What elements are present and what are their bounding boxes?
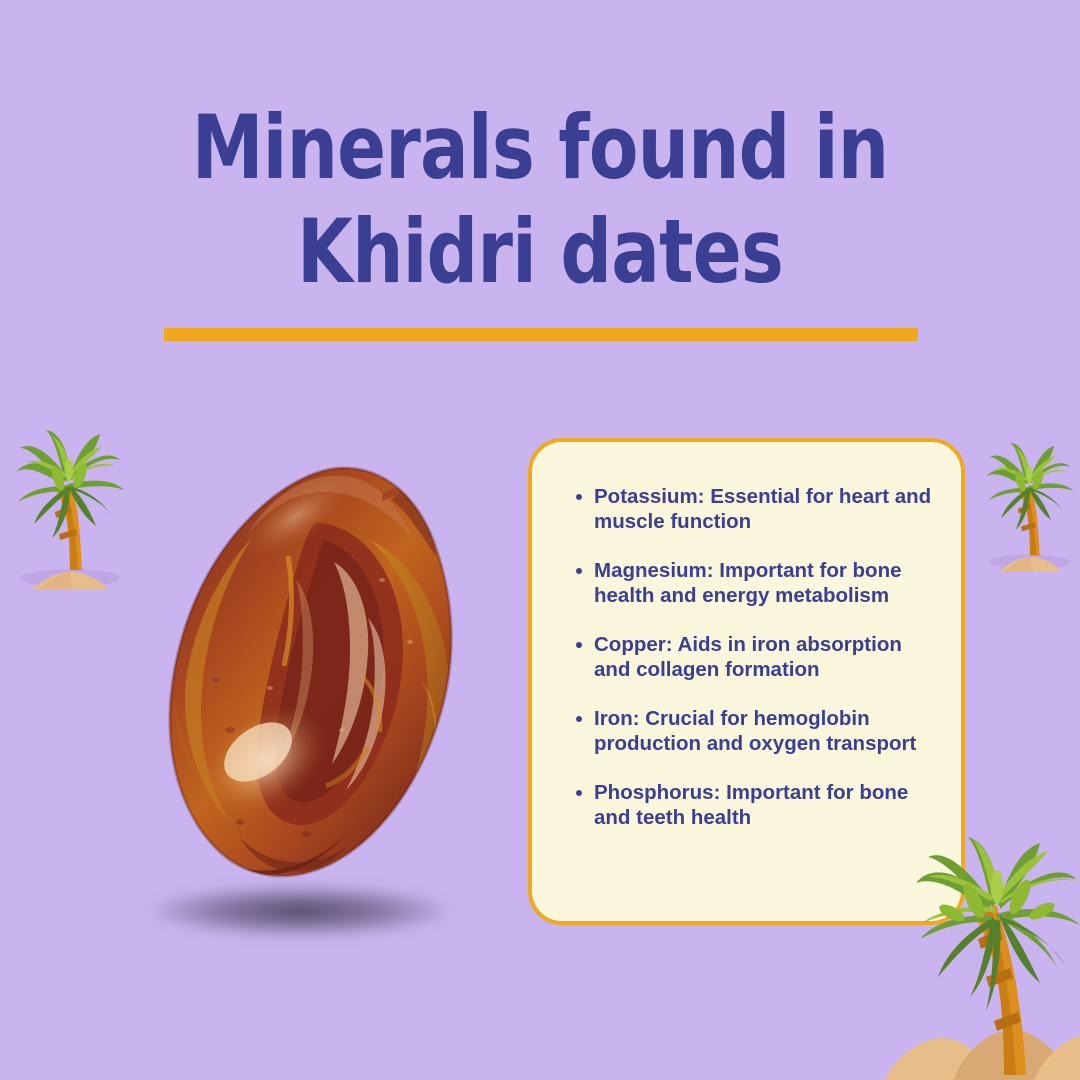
date-drop-shadow — [150, 885, 450, 937]
list-item: Potassium: Essential for heart and muscl… — [576, 484, 943, 534]
list-item: Magnesium: Important for bone health and… — [576, 558, 943, 608]
palm-tree-icon — [986, 442, 1074, 572]
list-item: Phosphorus: Important for bone and teeth… — [576, 780, 943, 830]
page-title-line-2: Khidri dates — [296, 200, 784, 303]
khidri-date-fruit — [120, 430, 510, 940]
page-title: Minerals found in Khidri dates — [0, 96, 1080, 304]
minerals-info-card: Potassium: Essential for heart and muscl… — [528, 438, 965, 925]
date-fruit-illustration — [168, 466, 453, 878]
palm-tree-icon — [16, 430, 124, 590]
page-title-line-1: Minerals found in — [191, 96, 889, 199]
minerals-list: Potassium: Essential for heart and muscl… — [532, 442, 961, 830]
list-item: Copper: Aids in iron absorption and coll… — [576, 632, 943, 682]
list-item: Iron: Crucial for hemoglobin production … — [576, 706, 943, 756]
title-divider-bar — [164, 328, 918, 341]
palm-tree-icon — [916, 837, 1080, 1075]
